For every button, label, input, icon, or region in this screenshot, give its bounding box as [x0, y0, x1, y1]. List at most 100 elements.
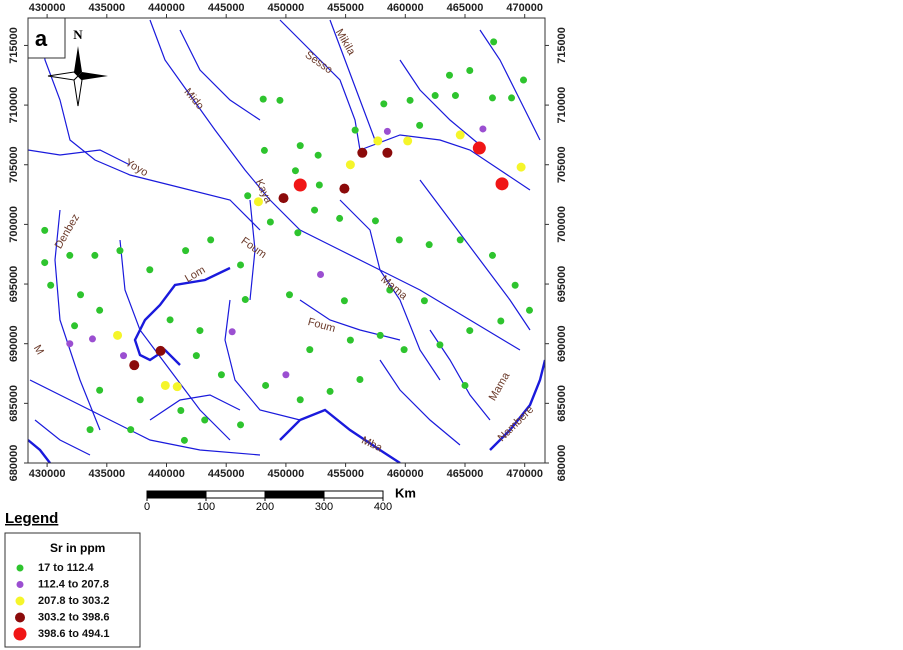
y-tick-label: 690000 — [556, 325, 568, 362]
legend-items: 17 to 112.4 112.4 to 207.8 207.8 to 303.2 3… — [13, 562, 110, 641]
x-tick-label: 440000 — [148, 2, 185, 14]
sample-point — [172, 382, 182, 392]
sample-point — [201, 416, 209, 424]
sample-point — [400, 346, 408, 354]
scale-label: 400 — [374, 501, 392, 513]
sample-point — [260, 146, 268, 154]
sample-point — [86, 426, 94, 434]
legend-swatch — [13, 627, 27, 641]
sample-point — [479, 125, 487, 133]
sample-points — [41, 38, 533, 444]
sample-point — [380, 100, 388, 108]
sample-point — [66, 340, 74, 348]
sample-point — [113, 330, 123, 340]
sample-point — [88, 335, 96, 343]
y-tick-label: 695000 — [556, 266, 568, 303]
sample-point — [177, 407, 185, 415]
x-tick-label: 445000 — [208, 468, 245, 480]
sample-point — [403, 136, 413, 146]
sample-point — [120, 352, 128, 360]
sample-point — [339, 183, 350, 194]
sample-point — [406, 96, 414, 104]
sample-point — [282, 371, 290, 379]
sample-point — [129, 360, 140, 371]
sample-point — [116, 247, 124, 255]
sample-point — [525, 306, 533, 314]
sample-point — [420, 297, 428, 305]
y-tick-label: 715000 — [556, 27, 568, 64]
north-label: N — [73, 27, 83, 42]
sample-point — [262, 381, 270, 389]
sample-point — [456, 236, 464, 244]
sample-point — [155, 345, 166, 356]
x-tick-label: 430000 — [29, 2, 66, 14]
sample-point — [466, 327, 474, 335]
rivers — [28, 19, 545, 463]
scale-label: 200 — [256, 501, 274, 513]
y-tick-label: 705000 — [556, 146, 568, 183]
legend-label: 398.6 to 494.1 — [38, 628, 110, 640]
sample-point — [311, 206, 319, 214]
scale-segment — [264, 490, 325, 499]
sample-point — [306, 346, 314, 354]
sample-point — [382, 147, 393, 158]
sample-point — [41, 259, 49, 267]
x-tick-label: 470000 — [506, 2, 543, 14]
sample-point — [336, 214, 344, 222]
sample-point — [127, 426, 135, 434]
legend-swatch — [16, 581, 24, 588]
legend-swatch — [16, 564, 24, 572]
sample-point — [395, 236, 403, 244]
sample-point — [244, 192, 252, 200]
sample-point — [66, 251, 74, 259]
x-tick-label: 435000 — [88, 2, 125, 14]
y-tick-label: 680000 — [8, 445, 20, 482]
legend-label: 303.2 to 398.6 — [38, 611, 110, 623]
scale-label: 100 — [197, 501, 215, 513]
x-tick-label: 460000 — [387, 468, 424, 480]
sample-point — [296, 396, 304, 404]
x-tick-label: 460000 — [387, 2, 424, 14]
x-tick-label: 435000 — [88, 468, 125, 480]
x-tick-label: 465000 — [447, 468, 484, 480]
sample-point — [253, 197, 263, 207]
sample-point — [315, 181, 323, 189]
map-frame — [27, 17, 546, 464]
x-tick-label: 430000 — [29, 468, 66, 480]
sample-point — [488, 94, 496, 102]
sample-point — [196, 327, 204, 335]
sample-point — [217, 371, 225, 379]
sample-point — [455, 130, 465, 140]
sample-point — [351, 126, 359, 134]
sample-point — [466, 66, 474, 74]
sample-point — [511, 281, 519, 289]
y-tick-label: 705000 — [8, 146, 20, 183]
sample-point — [285, 291, 293, 299]
sample-point — [266, 218, 274, 226]
sample-point — [495, 177, 509, 191]
sample-point — [425, 241, 433, 249]
sample-point — [278, 193, 289, 204]
sample-point — [146, 266, 154, 274]
sample-point — [166, 316, 174, 324]
sample-point — [451, 92, 459, 100]
sample-point — [416, 121, 424, 129]
y-tick-label: 690000 — [8, 325, 20, 362]
y-tick-label: 710000 — [8, 87, 20, 124]
legend-label: 17 to 112.4 — [38, 562, 95, 574]
sample-point — [326, 387, 334, 395]
sample-point — [472, 141, 486, 155]
sample-point — [445, 71, 453, 79]
sample-point — [237, 421, 245, 429]
sample-point — [516, 162, 526, 172]
scale-unit: Km — [395, 485, 416, 500]
y-tick-label: 680000 — [556, 445, 568, 482]
sample-point — [207, 236, 215, 244]
sample-point — [96, 306, 104, 314]
sample-point — [237, 261, 245, 269]
sample-point — [371, 217, 379, 225]
sample-point — [296, 142, 304, 150]
y-tick-label: 685000 — [8, 385, 20, 422]
legend-label: 207.8 to 303.2 — [38, 595, 110, 607]
